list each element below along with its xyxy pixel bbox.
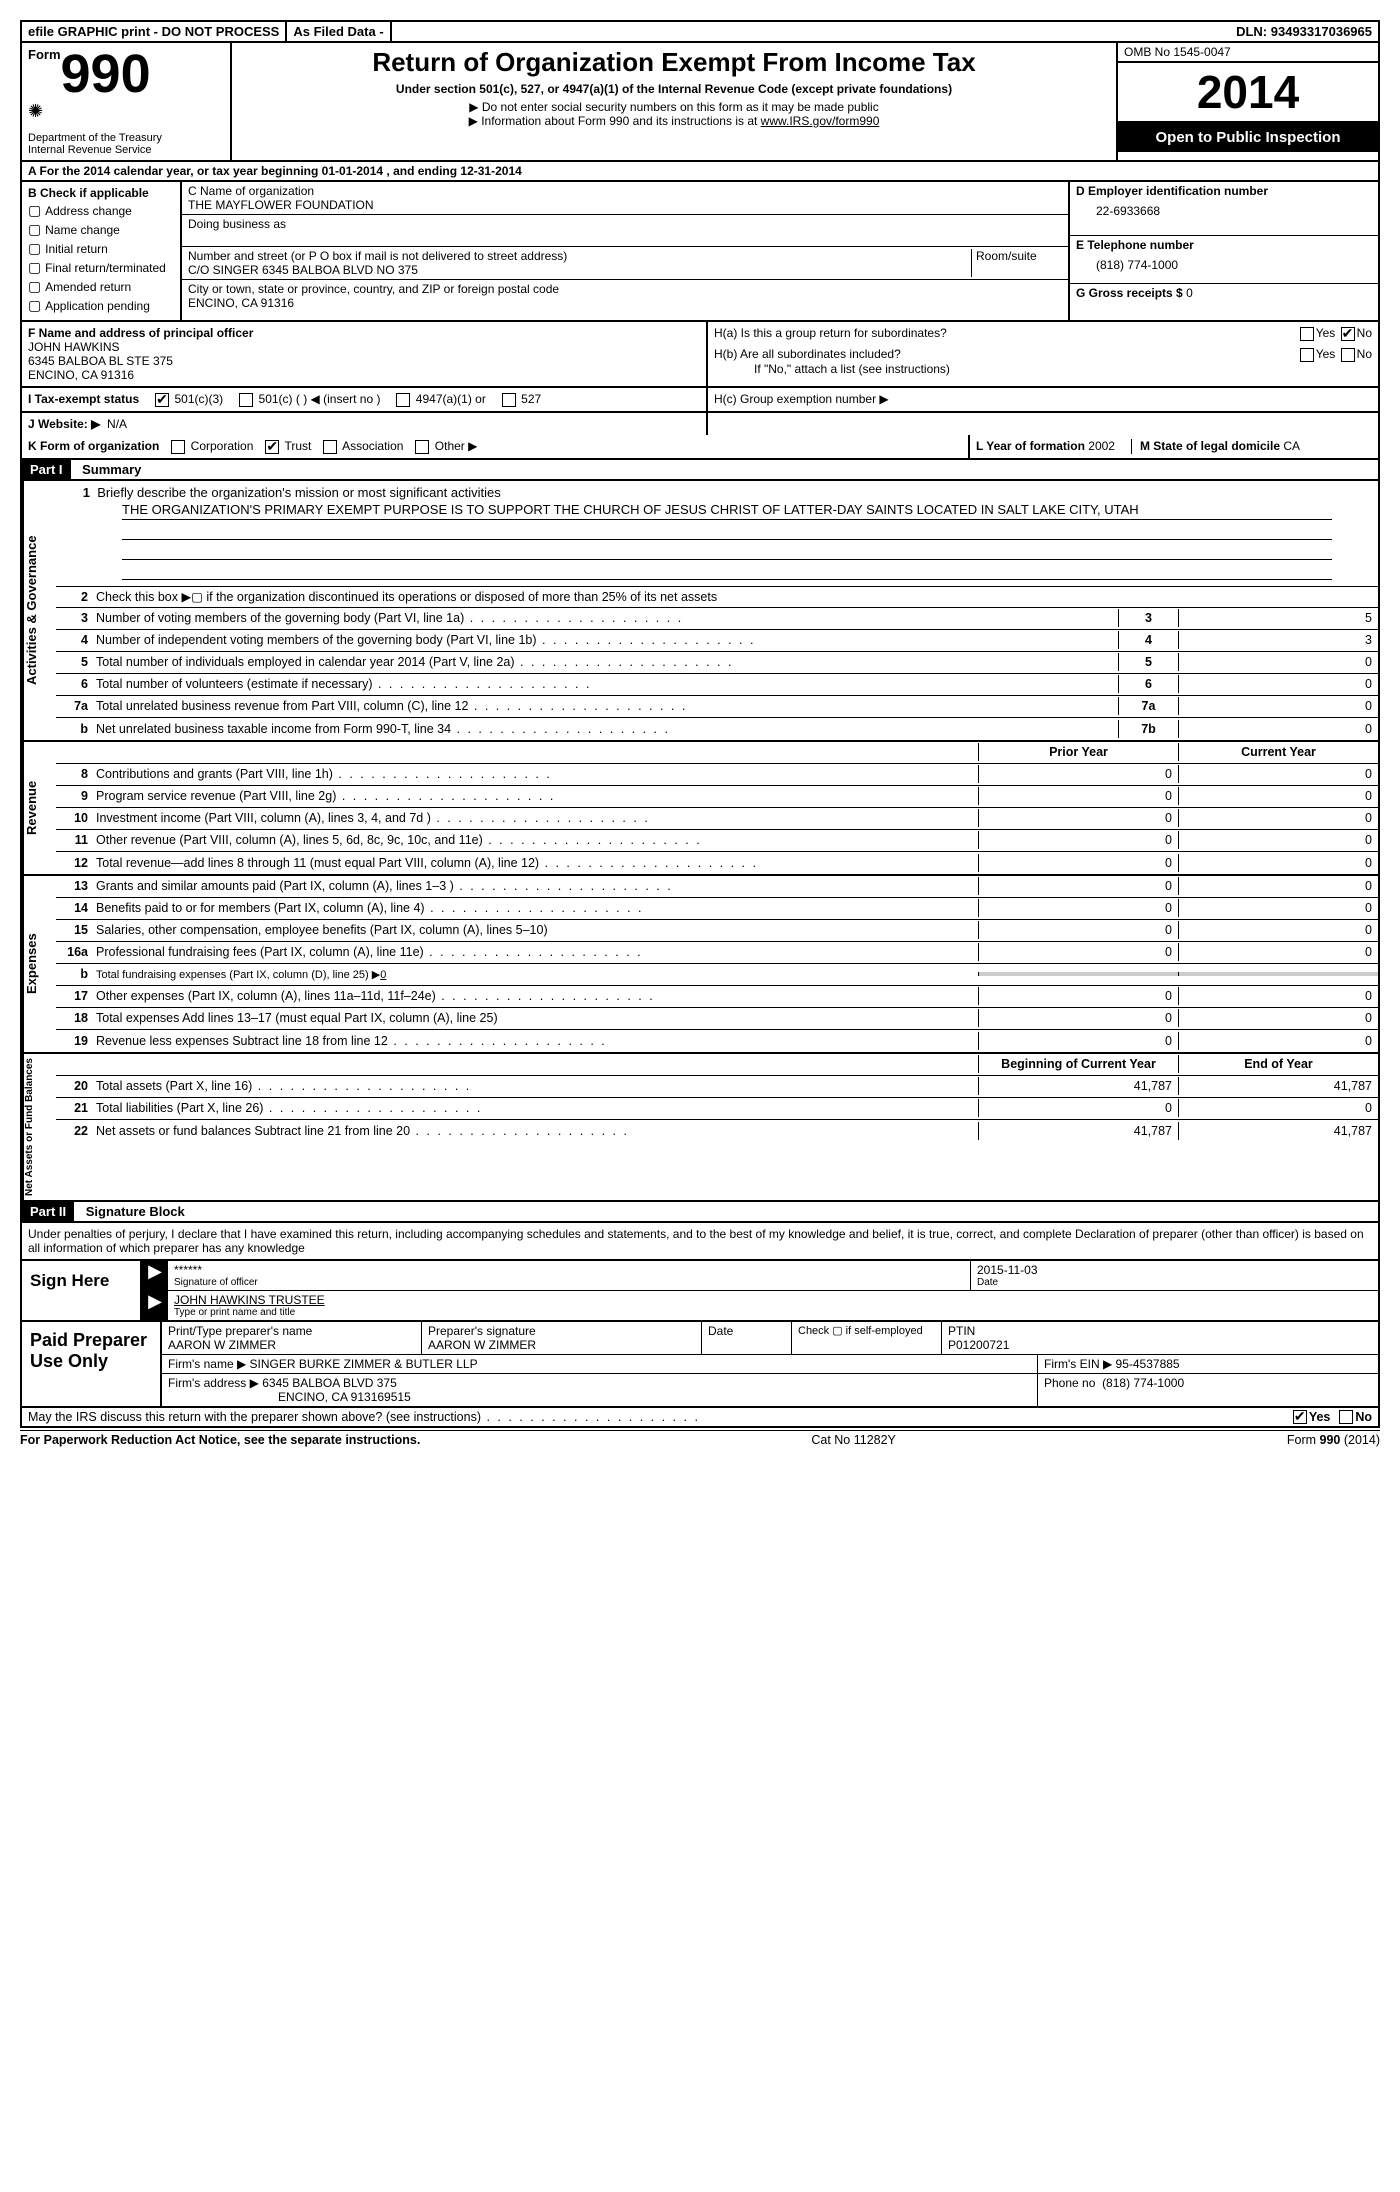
row-k: K Form of organization Corporation Trust… <box>20 435 1380 460</box>
irs-discuss-yes[interactable] <box>1293 1410 1307 1424</box>
header-center: Return of Organization Exempt From Incom… <box>232 43 1118 160</box>
irs-link[interactable]: www.IRS.gov/form990 <box>761 114 880 128</box>
chk-501c3[interactable] <box>155 393 169 407</box>
org-name-cell: C Name of organization THE MAYFLOWER FOU… <box>182 182 1068 215</box>
col-c-org-info: C Name of organization THE MAYFLOWER FOU… <box>182 182 1068 320</box>
row-fh: F Name and address of principal officer … <box>20 322 1380 388</box>
street-cell: Number and street (or P O box if mail is… <box>182 247 1068 280</box>
section-expenses: Expenses 13Grants and similar amounts pa… <box>20 876 1380 1054</box>
row-a-tax-year: A For the 2014 calendar year, or tax yea… <box>20 162 1380 182</box>
section-net-assets: Net Assets or Fund Balances Beginning of… <box>20 1054 1380 1202</box>
hb-yes[interactable] <box>1300 348 1314 362</box>
part-i-header: Part I Summary <box>20 460 1380 481</box>
row-j-website: J Website: ▶ N/A <box>20 413 1380 435</box>
tax-year: 2014 <box>1118 63 1378 123</box>
chk-address-change[interactable]: Address change <box>28 202 174 219</box>
dept-irs: Internal Revenue Service <box>28 144 224 156</box>
chk-application-pending[interactable]: Application pending <box>28 297 174 314</box>
chk-other[interactable] <box>415 440 429 454</box>
irs-discuss-no[interactable] <box>1339 1410 1353 1424</box>
form-990-page: efile GRAPHIC print - DO NOT PROCESS As … <box>20 20 1380 1449</box>
efile-notice: efile GRAPHIC print - DO NOT PROCESS <box>22 22 287 41</box>
chk-name-change[interactable]: Name change <box>28 221 174 238</box>
gross-receipts-cell: G Gross receipts $ 0 <box>1070 284 1378 302</box>
ein-cell: D Employer identification number 22-6933… <box>1070 182 1378 236</box>
phone-cell: E Telephone number (818) 774-1000 <box>1070 236 1378 284</box>
col-b-checkboxes: B Check if applicable Address change Nam… <box>22 182 182 320</box>
omb-number: OMB No 1545-0047 <box>1118 43 1378 63</box>
year-state: L Year of formation 2002 M State of lega… <box>968 435 1378 458</box>
chk-assoc[interactable] <box>323 440 337 454</box>
website-cell: J Website: ▶ N/A <box>22 413 708 435</box>
block-bcd: B Check if applicable Address change Nam… <box>20 182 1380 322</box>
city-cell: City or town, state or province, country… <box>182 280 1068 312</box>
row-i-j: I Tax-exempt status 501(c)(3) 501(c) ( )… <box>20 388 1380 413</box>
principal-officer: F Name and address of principal officer … <box>22 322 708 386</box>
page-footer: For Paperwork Reduction Act Notice, see … <box>20 1430 1380 1449</box>
form-title: Return of Organization Exempt From Incom… <box>238 47 1110 78</box>
chk-trust[interactable] <box>265 440 279 454</box>
group-return: H(a) Is this a group return for subordin… <box>708 322 1378 386</box>
part-ii-header: Part II Signature Block <box>20 1202 1380 1223</box>
sign-here-block: Sign Here ▶ ****** Signature of officer … <box>20 1261 1380 1322</box>
ssn-note: Do not enter social security numbers on … <box>238 100 1110 114</box>
section-revenue: Revenue Prior YearCurrent Year 8Contribu… <box>20 742 1380 876</box>
as-filed-label: As Filed Data - <box>287 22 391 41</box>
form-of-org: K Form of organization Corporation Trust… <box>22 435 968 458</box>
tax-exempt-status: I Tax-exempt status 501(c)(3) 501(c) ( )… <box>22 388 708 411</box>
col-d-ein: D Employer identification number 22-6933… <box>1068 182 1378 320</box>
header-row: Form990 ✺ Department of the Treasury Int… <box>20 43 1380 162</box>
info-note: ▶ Information about Form 990 and its ins… <box>238 114 1110 128</box>
ha-yes[interactable] <box>1300 327 1314 341</box>
chk-527[interactable] <box>502 393 516 407</box>
chk-amended-return[interactable]: Amended return <box>28 278 174 295</box>
paid-preparer-block: Paid Preparer Use Only Print/Type prepar… <box>20 1322 1380 1408</box>
public-inspection: Open to Public Inspection <box>1118 123 1378 152</box>
hc-group-exemption: H(c) Group exemption number ▶ <box>708 388 1378 411</box>
line-1: 1 Briefly describe the organization's mi… <box>56 481 1378 586</box>
dln: DLN: 93493317036965 <box>1230 22 1378 41</box>
perjury-statement: Under penalties of perjury, I declare th… <box>20 1223 1380 1261</box>
irs-discuss-row: May the IRS discuss this return with the… <box>20 1408 1380 1429</box>
chk-4947[interactable] <box>396 393 410 407</box>
chk-final-return[interactable]: Final return/terminated <box>28 259 174 276</box>
header-left: Form990 ✺ Department of the Treasury Int… <box>22 43 232 160</box>
dba-cell: Doing business as <box>182 215 1068 247</box>
mission-text: THE ORGANIZATION'S PRIMARY EXEMPT PURPOS… <box>122 502 1332 520</box>
form-subtitle: Under section 501(c), 527, or 4947(a)(1)… <box>238 82 1110 96</box>
chk-initial-return[interactable]: Initial return <box>28 240 174 257</box>
section-governance: Activities & Governance 1 Briefly descri… <box>20 481 1380 742</box>
dept-treasury: Department of the Treasury <box>28 132 224 144</box>
chk-501c[interactable] <box>239 393 253 407</box>
form-number: Form990 <box>28 47 224 101</box>
header-right: OMB No 1545-0047 2014 Open to Public Ins… <box>1118 43 1378 160</box>
ha-no[interactable] <box>1341 327 1355 341</box>
hb-no[interactable] <box>1341 348 1355 362</box>
chk-corp[interactable] <box>171 440 185 454</box>
top-bar: efile GRAPHIC print - DO NOT PROCESS As … <box>20 20 1380 43</box>
